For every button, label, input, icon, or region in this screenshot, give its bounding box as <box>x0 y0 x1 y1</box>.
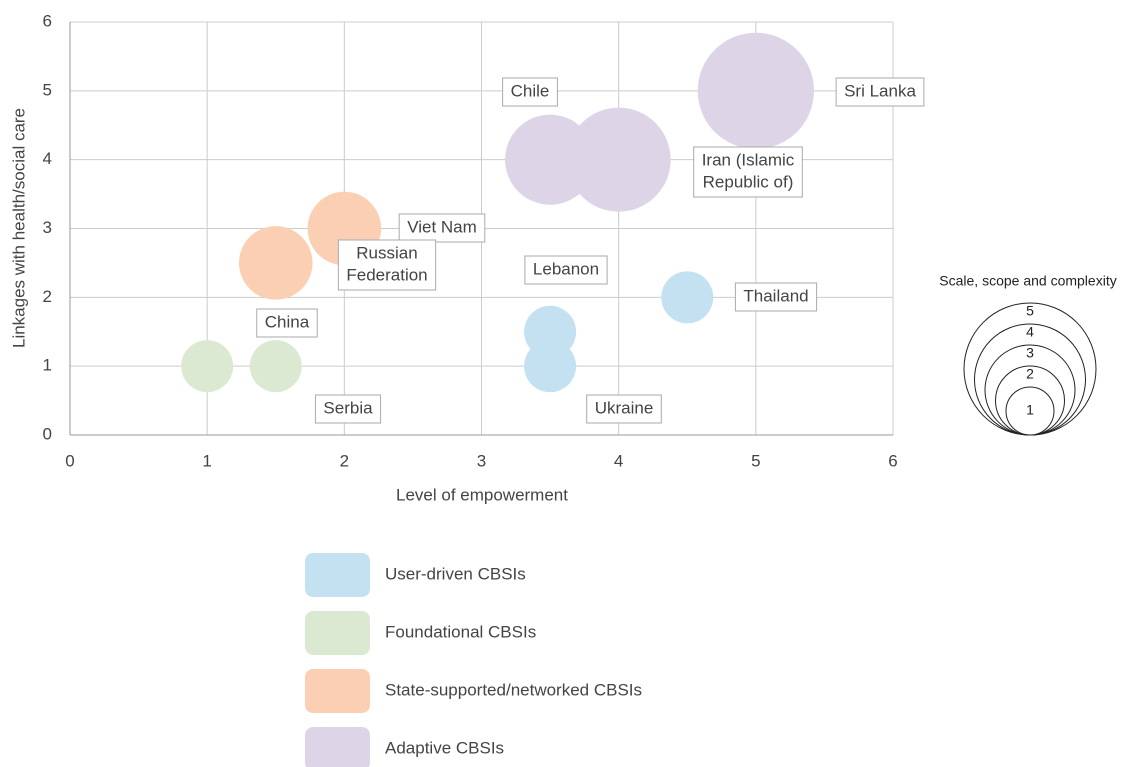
y-axis-label: Linkages with health/social care <box>9 108 28 348</box>
y-tick-label: 2 <box>43 287 52 306</box>
y-tick-label: 0 <box>43 424 52 443</box>
size-legend-circle <box>1005 386 1055 436</box>
y-tick-label: 4 <box>43 149 52 168</box>
data-label: Ukraine <box>586 394 662 424</box>
bubble <box>566 107 671 212</box>
legend-swatch <box>305 669 370 713</box>
data-label: Russian Federation <box>337 239 437 291</box>
label-box <box>586 394 662 424</box>
legend-label: User-driven CBSIs <box>385 564 526 583</box>
y-tick-label: 6 <box>43 11 52 30</box>
x-tick-label: 1 <box>202 451 211 470</box>
size-legend-title: Scale, scope and complexity <box>939 273 1116 289</box>
label-box <box>256 308 318 338</box>
label-box <box>734 282 818 312</box>
data-label: Sri Lanka <box>835 77 925 107</box>
x-tick-label: 0 <box>65 451 74 470</box>
bubble <box>249 340 302 393</box>
label-box <box>314 394 382 424</box>
y-tick-label: 5 <box>43 80 52 99</box>
data-label-text: Serbia <box>323 398 373 417</box>
x-tick-label: 2 <box>340 451 349 470</box>
x-tick-label: 5 <box>751 451 760 470</box>
data-label: China <box>256 308 318 338</box>
data-label-text: Iran (Islamic <box>702 150 795 169</box>
y-tick-label: 3 <box>43 218 52 237</box>
data-label: Chile <box>502 77 558 107</box>
size-legend-label: 4 <box>1026 324 1034 340</box>
label-box <box>835 77 925 107</box>
data-label-text: Lebanon <box>533 259 599 278</box>
x-tick-label: 3 <box>477 451 486 470</box>
data-label-text: Viet Nam <box>407 217 477 236</box>
size-legend-label: 1 <box>1026 402 1034 418</box>
data-label-text: Federation <box>346 265 427 284</box>
legend-label: State-supported/networked CBSIs <box>385 680 642 699</box>
x-tick-label: 6 <box>888 451 897 470</box>
data-label: Iran (Islamic Republic of) <box>693 146 803 198</box>
x-axis-label: Level of empowerment <box>396 485 568 504</box>
data-label: Lebanon <box>524 255 608 285</box>
bubble <box>524 340 577 393</box>
y-tick-label: 1 <box>43 356 52 375</box>
data-label: Viet Nam <box>398 213 486 243</box>
data-label: Thailand <box>734 282 818 312</box>
size-legend-label: 3 <box>1026 345 1034 361</box>
data-label-text: Thailand <box>743 286 808 305</box>
label-box <box>398 213 486 243</box>
data-label-text: Ukraine <box>595 398 654 417</box>
data-label-text: Republic of) <box>703 172 794 191</box>
label-box <box>337 239 437 291</box>
label-box <box>693 146 803 198</box>
data-label-text: Russian <box>356 243 417 262</box>
data-label-text: China <box>265 312 310 331</box>
size-legend-label: 5 <box>1026 303 1034 319</box>
legend-swatch <box>305 727 370 767</box>
legend-label: Foundational CBSIs <box>385 622 536 641</box>
bubble <box>697 32 814 149</box>
data-label-text: Chile <box>511 81 550 100</box>
label-box <box>502 77 558 107</box>
data-label-text: Sri Lanka <box>844 81 916 100</box>
legend-swatch <box>305 611 370 655</box>
legend-swatch <box>305 553 370 597</box>
x-tick-label: 4 <box>614 451 623 470</box>
label-box <box>524 255 608 285</box>
bubble <box>661 271 714 324</box>
data-label: Serbia <box>314 394 382 424</box>
size-legend-label: 2 <box>1026 366 1034 382</box>
legend-label: Adaptive CBSIs <box>385 738 504 757</box>
bubble <box>181 340 234 393</box>
bubble <box>238 226 313 300</box>
